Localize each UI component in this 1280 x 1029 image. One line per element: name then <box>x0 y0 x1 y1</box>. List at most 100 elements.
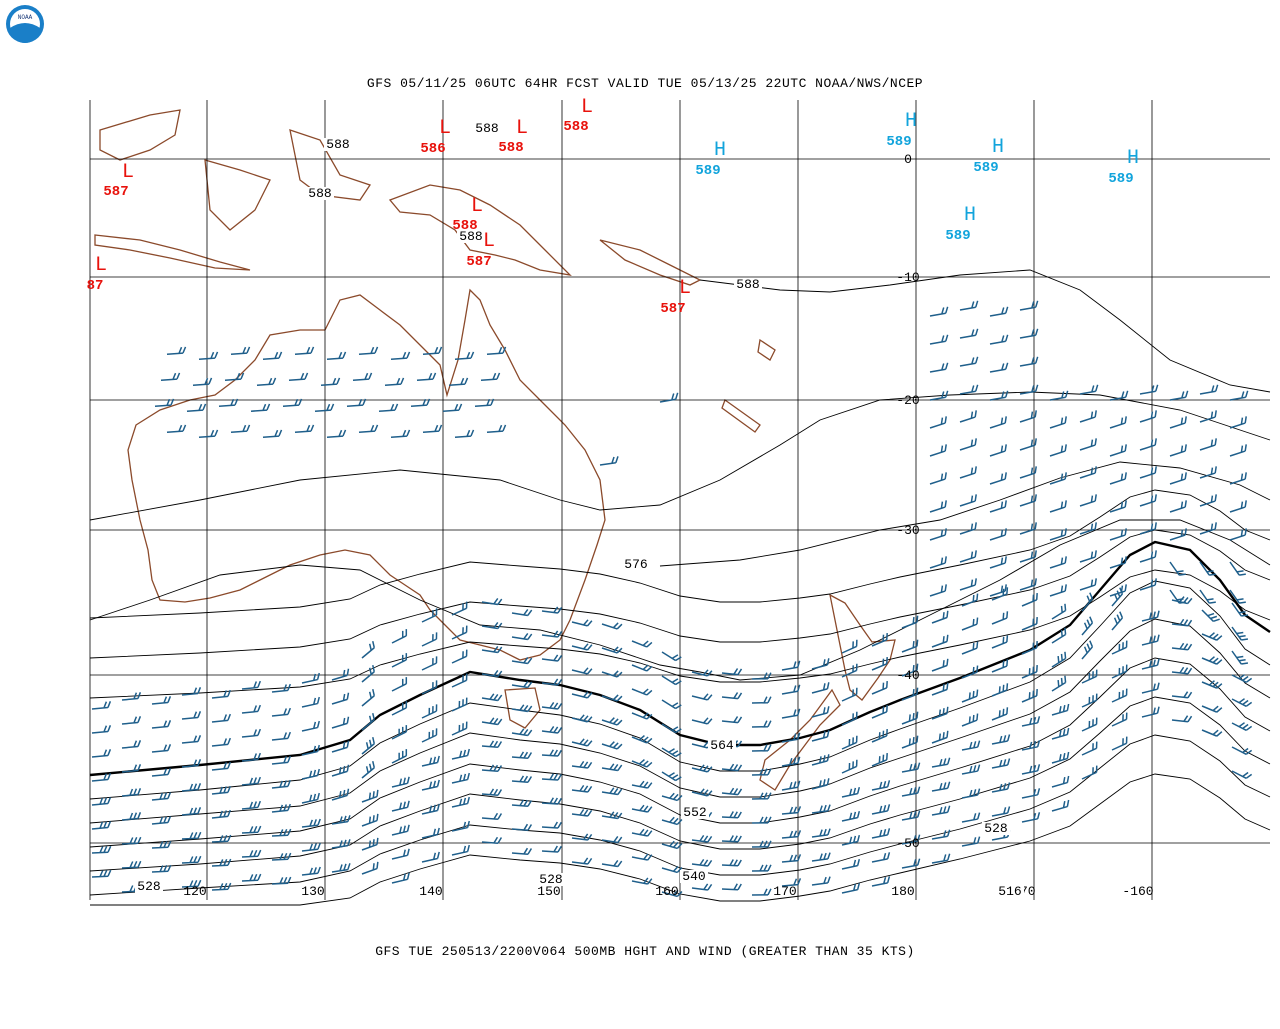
contour-label-bg <box>982 822 1010 835</box>
wind-barb <box>390 351 411 360</box>
latitude-label: 0 <box>904 152 912 167</box>
wind-barb <box>901 810 921 821</box>
contour-label-bg <box>306 187 334 200</box>
contour-label-bg <box>473 122 501 135</box>
wind-barb <box>991 707 1009 721</box>
wind-barb <box>1051 603 1067 620</box>
wind-barb <box>361 789 379 803</box>
wind-barb <box>871 633 888 647</box>
wind-barb <box>361 861 379 875</box>
wind-barb <box>301 768 320 780</box>
wind-barb <box>961 764 981 775</box>
wind-barb <box>599 456 619 466</box>
wind-barb <box>1019 522 1037 535</box>
wind-barb <box>691 693 713 701</box>
wind-barb <box>390 429 411 438</box>
wind-barb <box>1199 589 1216 604</box>
wind-barb <box>391 776 410 788</box>
contour-label-bg <box>708 739 736 752</box>
wind-barb <box>601 741 623 750</box>
wind-barb <box>91 869 112 878</box>
grid <box>89 100 1270 900</box>
contour-label-bg <box>996 885 1024 898</box>
wind-barb <box>1201 729 1223 737</box>
contour <box>90 773 1271 906</box>
wind-barb <box>929 306 949 317</box>
wind-barb <box>1141 610 1160 622</box>
wind-barb <box>601 670 623 678</box>
wind-barb <box>211 737 232 747</box>
wind-barb <box>961 836 981 847</box>
wind-barb <box>211 882 232 891</box>
wind-barb <box>571 760 593 769</box>
wind-barb <box>331 764 350 777</box>
wind-barb <box>1021 740 1041 751</box>
wind-barb <box>841 687 858 702</box>
wind-barb <box>1049 472 1067 485</box>
wind-barb <box>541 606 563 614</box>
wind-barb <box>1109 528 1127 541</box>
wind-barb <box>1169 390 1189 401</box>
wind-barb <box>301 842 321 852</box>
wind-barb <box>1169 589 1186 604</box>
wind-barb <box>1141 682 1160 694</box>
wind-barb <box>661 816 683 826</box>
wind-barb <box>151 816 172 825</box>
wind-barb <box>451 796 471 808</box>
wind-barb <box>871 705 888 719</box>
wind-barb <box>481 764 503 773</box>
wind-barb <box>271 876 292 885</box>
wind-barb <box>211 809 232 819</box>
contour-bold <box>89 540 1271 777</box>
wind-barb <box>1231 770 1253 779</box>
wind-barb <box>358 346 379 355</box>
longitude-label: 170 <box>773 884 796 899</box>
wind-barb <box>931 853 951 864</box>
wind-barb <box>661 747 682 758</box>
wind-barb <box>571 784 593 793</box>
wind-barb <box>901 711 919 725</box>
wind-barb <box>391 677 408 692</box>
contour-label: 576 <box>624 557 647 572</box>
wind-barb <box>841 810 861 822</box>
wind-barb <box>451 820 471 832</box>
contour-label: 588 <box>326 137 349 152</box>
contour-label-bg <box>537 873 565 886</box>
wind-barb <box>421 827 440 839</box>
wind-barb <box>991 806 1011 817</box>
wind-barb <box>571 619 593 627</box>
pressure-center-symbol: H <box>1127 147 1139 170</box>
wind-barb <box>154 398 175 407</box>
wind-barb <box>541 773 562 781</box>
wind-barb <box>1051 727 1070 740</box>
wind-barb <box>1081 765 1098 780</box>
wind-barb <box>198 429 219 438</box>
wind-barb <box>991 659 1009 673</box>
wind-barb <box>451 748 471 760</box>
wind-barb <box>121 812 142 821</box>
wind-barb <box>451 673 468 688</box>
wind-barb <box>1231 674 1253 683</box>
wind-barb <box>451 697 468 712</box>
wind-barb <box>481 646 503 654</box>
wind-barb <box>511 799 533 807</box>
wind-barb <box>451 625 468 640</box>
wind-barb <box>991 734 1011 745</box>
wind-barb <box>511 823 533 831</box>
wind-barb <box>1051 775 1070 788</box>
contour <box>89 489 1271 619</box>
wind-barb <box>1169 528 1187 541</box>
wind-barb <box>294 424 315 433</box>
australia-coast <box>127 288 606 661</box>
wind-barb <box>442 403 463 412</box>
wind-barb <box>121 836 142 845</box>
wind-barb <box>288 372 309 381</box>
wind-barb <box>1051 627 1067 644</box>
map-title: GFS 05/11/25 06UTC 64HR FCST VALID TUE 0… <box>367 76 923 91</box>
wind-barb <box>721 787 743 796</box>
wind-barb <box>1139 550 1157 563</box>
wind-barb <box>1109 556 1127 569</box>
wind-barb <box>1079 466 1097 479</box>
wind-barb <box>331 788 350 801</box>
pressure-center-symbol: H <box>714 139 726 162</box>
